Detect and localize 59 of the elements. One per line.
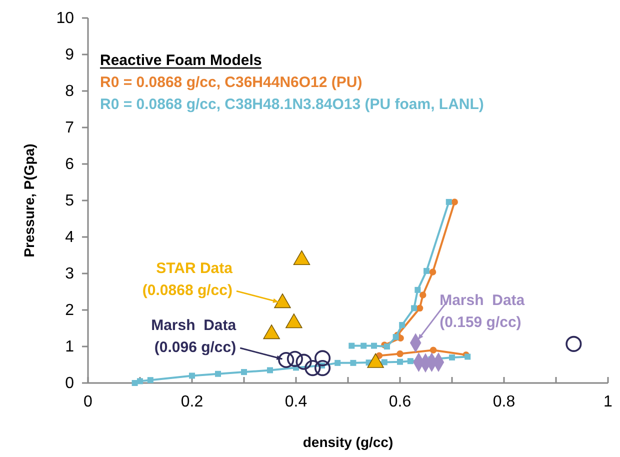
point (419, 292, 426, 298)
x-tick-label: 0 (84, 393, 93, 410)
legend-title: Reactive Foam Models (100, 52, 262, 69)
text: R0 = 0.0868 g/cc, C38H48.1N3.84O13 (PU foam, LANL) (100, 96, 484, 113)
y-tick-label: 6 (65, 156, 74, 174)
point (267, 367, 273, 374)
y-tick-label: 9 (65, 46, 74, 64)
point (360, 342, 367, 349)
point (396, 350, 404, 358)
annotation: Marsh Data (0.159 g/cc) (440, 292, 526, 331)
x-tick-label: 0.8 (492, 393, 516, 410)
annotation: Marsh Data (0.096 g/cc) (151, 317, 237, 356)
point (399, 322, 406, 328)
point (411, 305, 418, 312)
y-tick-label: 8 (65, 83, 74, 100)
x-tick-label: 0.2 (180, 393, 204, 410)
point (189, 372, 195, 379)
point (314, 350, 331, 366)
point (304, 360, 321, 376)
point (296, 354, 312, 370)
point (278, 352, 294, 368)
point (381, 359, 388, 366)
point (424, 268, 430, 274)
point (286, 350, 303, 367)
point (371, 342, 377, 349)
y-tick-label: 5 (65, 192, 74, 210)
point (215, 370, 221, 377)
y-tick-label: 1 (65, 338, 74, 356)
point (241, 369, 247, 376)
y-axis-title: Pressure, P(Gpa) (21, 144, 37, 258)
x-tick-label: 0.4 (284, 393, 308, 410)
y-tick-label: 4 (65, 229, 74, 246)
point (416, 304, 424, 312)
point (407, 358, 414, 364)
point (414, 286, 421, 293)
point (384, 344, 390, 350)
y-tick-label: 0 (65, 375, 74, 392)
x-axis-title: density (g/cc) (302, 434, 394, 450)
point (350, 360, 356, 366)
point (397, 358, 403, 365)
point (451, 198, 458, 206)
point (334, 360, 341, 366)
y-tick-label: 7 (65, 120, 74, 137)
y-tick-label: 3 (65, 266, 74, 283)
point (147, 377, 154, 384)
point (348, 342, 355, 349)
annotation: STAR Data (0.0868 g/cc) (142, 260, 234, 300)
x-tick-label: 1 (604, 393, 613, 410)
point (449, 354, 455, 360)
y-tick-label: 2 (65, 302, 74, 320)
point (446, 198, 452, 205)
text: R0 = 0.0868 g/cc, C36H44N6O12 (PU) (100, 74, 362, 91)
point (429, 268, 436, 276)
point (314, 360, 331, 376)
point (566, 336, 582, 352)
x-tick-label: 0.6 (388, 393, 412, 410)
y-tick-label: 10 (56, 10, 74, 28)
point (392, 334, 399, 340)
point (430, 346, 437, 354)
